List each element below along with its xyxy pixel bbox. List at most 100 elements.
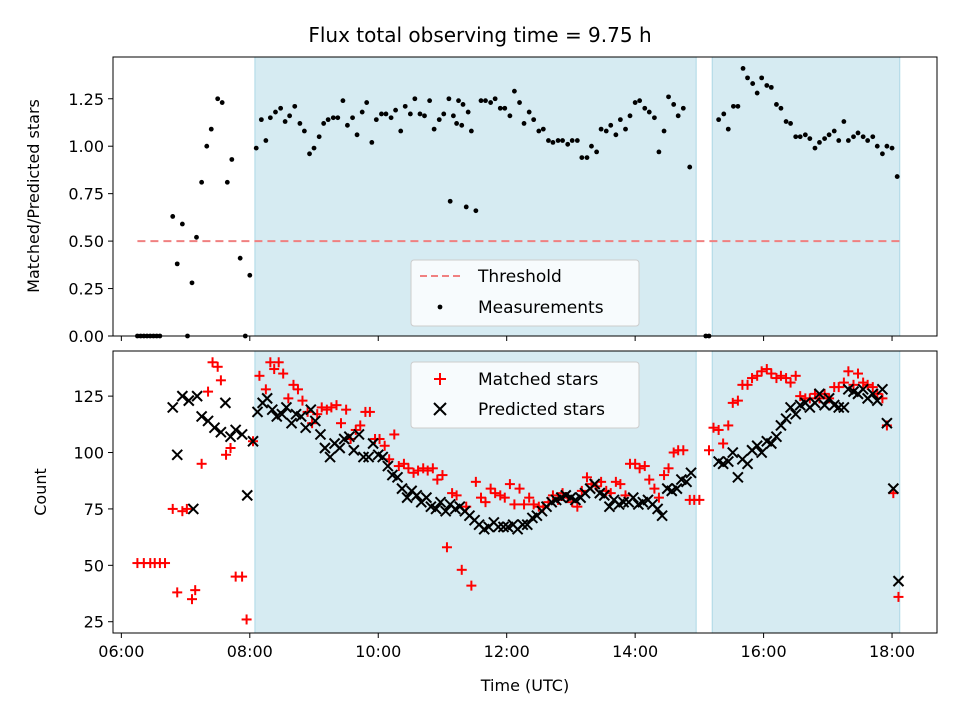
matched-star-point (427, 463, 438, 474)
predicted-star-point (598, 489, 611, 502)
predicted-star-point (420, 491, 433, 504)
y-tick-label: 25 (84, 613, 104, 632)
matched-star-point (833, 382, 844, 393)
predicted-star-point (780, 412, 792, 425)
predicted-star-points (167, 383, 905, 587)
measurement-point (224, 179, 230, 185)
measurement-point (617, 117, 623, 123)
predicted-star-point (176, 390, 189, 402)
measurement-point (687, 164, 693, 170)
predicted-star-point (784, 401, 797, 414)
measurement-point (263, 138, 269, 143)
measurement-point (456, 98, 461, 104)
measurement-point (536, 128, 542, 134)
predicted-star-point (261, 392, 273, 405)
measurement-point (656, 149, 662, 155)
measurement-point (740, 65, 746, 71)
y-tick-label: 75 (84, 500, 104, 519)
predicted-star-point (871, 394, 883, 407)
predicted-star-point (285, 417, 298, 429)
measurement-point (297, 121, 303, 126)
matched-star-point (341, 404, 352, 415)
predicted-star-point (818, 399, 831, 411)
measurement-point (745, 75, 750, 81)
matched-star-point (374, 433, 385, 444)
measurement-point (531, 117, 537, 123)
predicted-star-point (236, 428, 248, 441)
y-tick-label: 1.00 (68, 137, 104, 156)
measurement-point (204, 143, 210, 149)
measurement-point (807, 136, 813, 142)
matched-star-point (403, 463, 414, 474)
matched-star-point (241, 614, 252, 625)
predicted-star-point (741, 458, 754, 470)
measurement-point (273, 109, 278, 115)
predicted-star-point (377, 451, 389, 463)
bottom-plot-frame (112, 350, 938, 634)
measurement-point (731, 103, 736, 109)
top-shaded-intervals (254, 56, 901, 337)
matched-star-point (639, 461, 650, 472)
measurement-point (441, 111, 447, 117)
matched-star-point (283, 393, 294, 404)
predicted-star-point (521, 519, 533, 531)
measurement-point (412, 96, 418, 102)
matched-star-point (490, 488, 501, 499)
measurement-points (135, 65, 900, 339)
measurement-point (521, 121, 527, 126)
matched-star-point (630, 458, 641, 469)
measurement-point (301, 128, 307, 134)
matched-legend-swatch (434, 373, 446, 385)
predicted-star-point (167, 401, 179, 414)
measurement-point (646, 109, 652, 115)
measurement-point (278, 105, 284, 111)
measurement-point (189, 280, 195, 286)
predicted-star-point (651, 503, 664, 515)
measurement-point (393, 107, 398, 113)
measurement-point (517, 100, 522, 105)
shaded-interval (711, 56, 901, 337)
matched-star-point (678, 445, 689, 456)
measurement-point (608, 122, 614, 128)
measurement-point (574, 138, 580, 143)
measurement-point (422, 113, 427, 119)
predicted-star-point (305, 403, 317, 416)
predicted-star-point (497, 521, 510, 533)
bottom-x-ticks: 06:00 08:00 10:00 12:00 14:00 16:00 18:00 (98, 633, 915, 661)
measurement-point (721, 111, 727, 117)
measurement-point (569, 138, 575, 143)
predicted-star-point (876, 383, 889, 396)
measurement-point (383, 111, 389, 117)
measurement-point (330, 115, 336, 121)
matched-star-point (708, 422, 719, 433)
predicted-star-point (247, 435, 259, 447)
predicted-star-point (603, 500, 616, 513)
measurement-point (468, 128, 474, 134)
matched-star-point (766, 368, 777, 379)
matched-star-point (466, 580, 477, 591)
matched-star-point (181, 503, 192, 514)
measurement-point (661, 128, 667, 134)
measurement-point (431, 126, 437, 132)
matched-star-point (203, 386, 214, 397)
matched-star-point (704, 445, 715, 456)
matched-star-point (785, 377, 796, 388)
measurement-point (632, 100, 638, 105)
matched-star-point (795, 391, 806, 402)
matched-star-point (790, 370, 801, 381)
measurement-point (826, 132, 832, 138)
measurement-point (603, 128, 609, 134)
measurement-point (735, 103, 741, 109)
y-tick-label: 100 (73, 444, 104, 463)
top-legend: Threshold Measurements (410, 259, 640, 327)
predicted-star-point (309, 415, 322, 427)
predicted-star-point (171, 449, 183, 461)
measurement-point (427, 98, 433, 104)
measurement-point (550, 140, 556, 145)
matched-star-point (321, 404, 332, 415)
predicted-star-point (627, 491, 639, 504)
measurement-point (311, 145, 317, 151)
matched-star-point (485, 483, 496, 494)
measurement-point (292, 103, 298, 109)
